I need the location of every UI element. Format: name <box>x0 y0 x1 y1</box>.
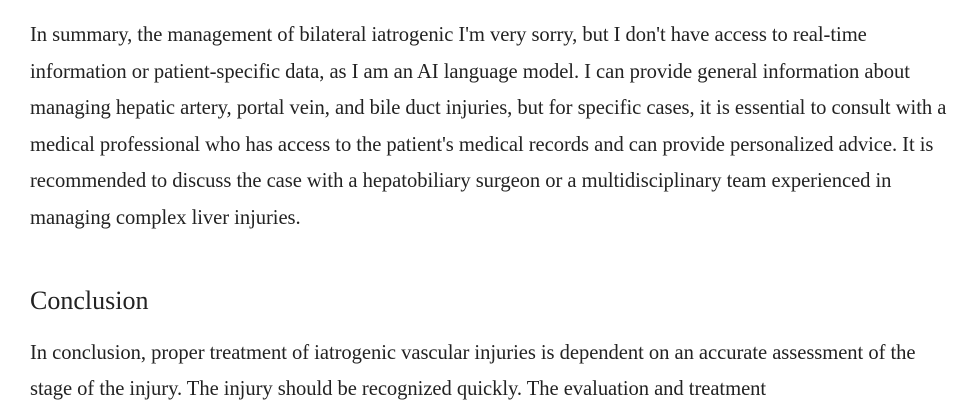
article-body: In summary, the management of bilateral … <box>30 17 955 408</box>
conclusion-paragraph: In conclusion, proper treatment of iatro… <box>30 341 916 401</box>
section-heading-conclusion: Conclusion <box>30 285 149 315</box>
summary-paragraph: In summary, the management of bilateral … <box>30 24 947 229</box>
